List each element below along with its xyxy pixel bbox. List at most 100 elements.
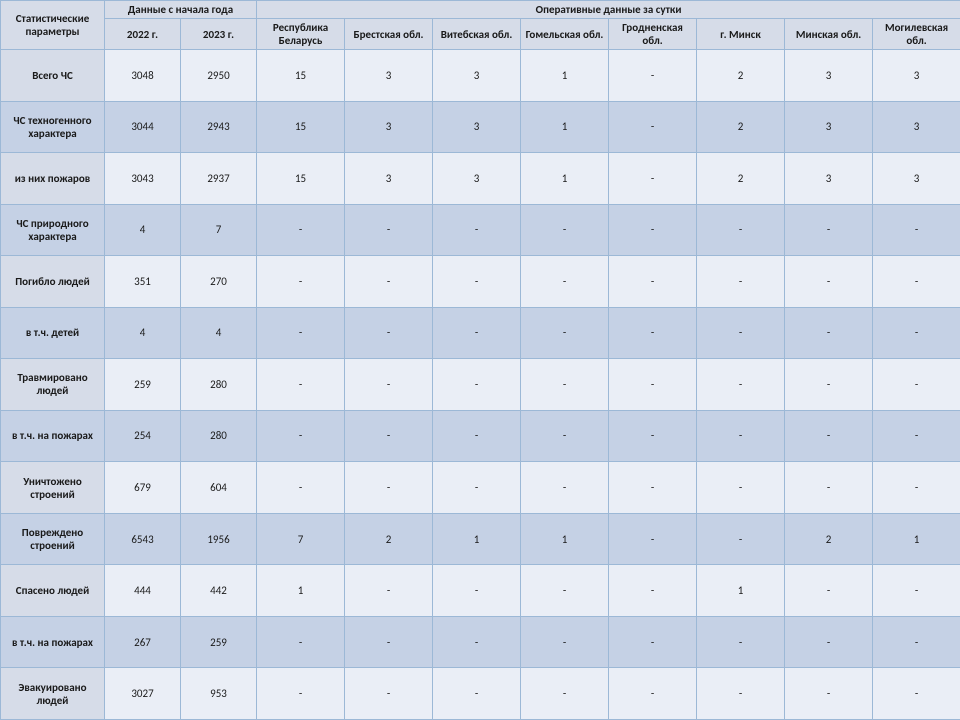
cell-region: - bbox=[257, 307, 345, 359]
cell-region: - bbox=[785, 204, 873, 256]
cell-region: - bbox=[609, 616, 697, 668]
cell-region: 2 bbox=[785, 513, 873, 565]
header-region-3: Гомельская обл. bbox=[521, 19, 609, 50]
cell-region: - bbox=[257, 410, 345, 462]
cell-region: - bbox=[433, 204, 521, 256]
cell-region: 3 bbox=[345, 101, 433, 153]
cell-region: - bbox=[785, 410, 873, 462]
cell-2023: 7 bbox=[181, 204, 257, 256]
row-label: ЧС техногенного характера bbox=[1, 101, 105, 153]
header-year-2022: 2022 г. bbox=[105, 19, 181, 50]
cell-region: - bbox=[785, 307, 873, 359]
table-row: Погибло людей351270-------- bbox=[1, 256, 960, 308]
cell-region: 7 bbox=[257, 513, 345, 565]
cell-region: - bbox=[697, 359, 785, 411]
cell-2023: 280 bbox=[181, 410, 257, 462]
cell-2022: 3048 bbox=[105, 50, 181, 102]
cell-region: - bbox=[609, 153, 697, 205]
cell-region: 2 bbox=[697, 101, 785, 153]
cell-region: 15 bbox=[257, 101, 345, 153]
cell-region: - bbox=[433, 668, 521, 720]
cell-region: - bbox=[785, 359, 873, 411]
cell-2022: 4 bbox=[105, 204, 181, 256]
cell-region: - bbox=[873, 307, 960, 359]
cell-region: 1 bbox=[873, 513, 960, 565]
cell-region: - bbox=[345, 307, 433, 359]
cell-region: 3 bbox=[785, 153, 873, 205]
cell-region: - bbox=[433, 616, 521, 668]
row-label: в т.ч. детей bbox=[1, 307, 105, 359]
cell-2022: 3027 bbox=[105, 668, 181, 720]
cell-2023: 259 bbox=[181, 616, 257, 668]
cell-region: - bbox=[521, 256, 609, 308]
cell-region: 3 bbox=[785, 50, 873, 102]
cell-region: - bbox=[609, 204, 697, 256]
header-region-6: Минская обл. bbox=[785, 19, 873, 50]
cell-region: - bbox=[609, 668, 697, 720]
header-region-7: Могилевская обл. bbox=[873, 19, 960, 50]
cell-2023: 280 bbox=[181, 359, 257, 411]
cell-2023: 2943 bbox=[181, 101, 257, 153]
header-region-5: г. Минск bbox=[697, 19, 785, 50]
table-header: Статистические параметры Данные с начала… bbox=[1, 1, 960, 50]
cell-region: - bbox=[257, 256, 345, 308]
cell-region: 3 bbox=[433, 101, 521, 153]
cell-2022: 267 bbox=[105, 616, 181, 668]
cell-region: - bbox=[697, 256, 785, 308]
cell-region: - bbox=[697, 668, 785, 720]
cell-region: - bbox=[697, 462, 785, 514]
row-label: в т.ч. на пожарах bbox=[1, 410, 105, 462]
cell-region: - bbox=[873, 256, 960, 308]
cell-region: - bbox=[609, 307, 697, 359]
row-label: ЧС природного характера bbox=[1, 204, 105, 256]
cell-region: - bbox=[873, 359, 960, 411]
cell-region: - bbox=[609, 256, 697, 308]
cell-region: - bbox=[609, 359, 697, 411]
cell-region: - bbox=[785, 616, 873, 668]
table-row: в т.ч. на пожарах267259-------- bbox=[1, 616, 960, 668]
cell-region: 15 bbox=[257, 153, 345, 205]
cell-region: 1 bbox=[521, 101, 609, 153]
table-row: в т.ч. детей44-------- bbox=[1, 307, 960, 359]
table-row: ЧС природного характера47-------- bbox=[1, 204, 960, 256]
cell-2022: 259 bbox=[105, 359, 181, 411]
cell-region: - bbox=[521, 204, 609, 256]
cell-region: 3 bbox=[345, 153, 433, 205]
header-region-0: Республика Беларусь bbox=[257, 19, 345, 50]
cell-region: 2 bbox=[345, 513, 433, 565]
cell-region: - bbox=[873, 462, 960, 514]
cell-2023: 270 bbox=[181, 256, 257, 308]
cell-region: - bbox=[257, 204, 345, 256]
cell-2023: 2950 bbox=[181, 50, 257, 102]
cell-region: - bbox=[433, 359, 521, 411]
cell-region: - bbox=[433, 410, 521, 462]
table-row: ЧС техногенного характера3044294315331-2… bbox=[1, 101, 960, 153]
cell-region: - bbox=[609, 462, 697, 514]
cell-2022: 3044 bbox=[105, 101, 181, 153]
cell-region: - bbox=[521, 359, 609, 411]
header-region-4: Гродненская обл. bbox=[609, 19, 697, 50]
cell-region: - bbox=[873, 565, 960, 617]
cell-region: - bbox=[345, 668, 433, 720]
cell-2023: 1956 bbox=[181, 513, 257, 565]
table-row: Уничтожено строений679604-------- bbox=[1, 462, 960, 514]
row-label: Эвакуировано людей bbox=[1, 668, 105, 720]
cell-2022: 4 bbox=[105, 307, 181, 359]
row-label: Травмировано людей bbox=[1, 359, 105, 411]
cell-region: 15 bbox=[257, 50, 345, 102]
cell-region: - bbox=[521, 565, 609, 617]
cell-region: - bbox=[433, 565, 521, 617]
cell-2023: 604 bbox=[181, 462, 257, 514]
row-label: из них пожаров bbox=[1, 153, 105, 205]
cell-region: - bbox=[257, 668, 345, 720]
table-row: Эвакуировано людей3027953-------- bbox=[1, 668, 960, 720]
cell-region: - bbox=[521, 462, 609, 514]
header-param: Статистические параметры bbox=[1, 1, 105, 50]
cell-region: - bbox=[521, 410, 609, 462]
cell-region: - bbox=[345, 256, 433, 308]
cell-region: 3 bbox=[873, 153, 960, 205]
cell-region: - bbox=[609, 513, 697, 565]
row-label: Погибло людей bbox=[1, 256, 105, 308]
header-region-1: Брестская обл. bbox=[345, 19, 433, 50]
cell-region: - bbox=[785, 462, 873, 514]
